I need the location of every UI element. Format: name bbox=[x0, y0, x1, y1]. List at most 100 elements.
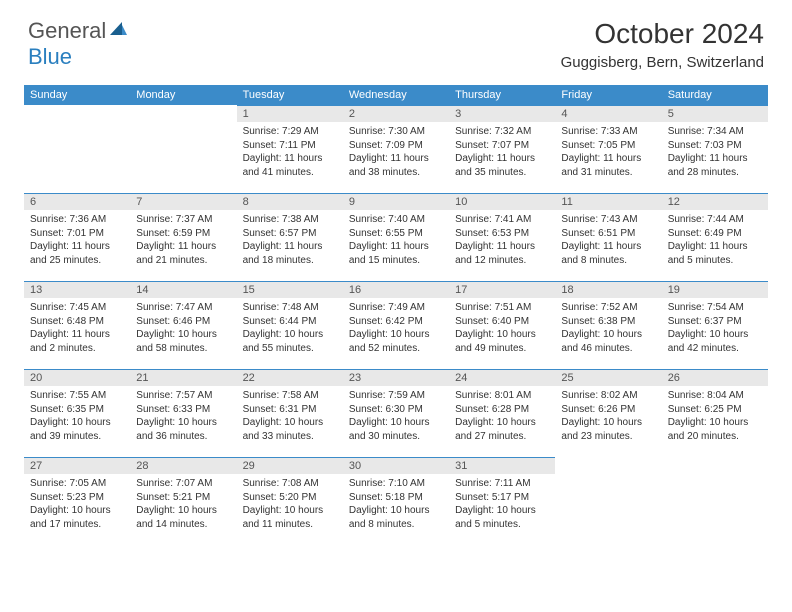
day-number: 31 bbox=[449, 457, 555, 474]
calendar-table: SundayMondayTuesdayWednesdayThursdayFrid… bbox=[24, 85, 768, 545]
day-number: 28 bbox=[130, 457, 236, 474]
sunset-text: Sunset: 6:30 PM bbox=[349, 403, 443, 417]
calendar-day-cell: 28Sunrise: 7:07 AMSunset: 5:21 PMDayligh… bbox=[130, 457, 236, 545]
sunset-text: Sunset: 5:20 PM bbox=[243, 491, 337, 505]
sunrise-text: Sunrise: 7:11 AM bbox=[455, 477, 549, 491]
daylight-text-2: and 42 minutes. bbox=[668, 342, 762, 356]
calendar-day-cell: 14Sunrise: 7:47 AMSunset: 6:46 PMDayligh… bbox=[130, 281, 236, 369]
sunset-text: Sunset: 6:49 PM bbox=[668, 227, 762, 241]
calendar-week-row: 13Sunrise: 7:45 AMSunset: 6:48 PMDayligh… bbox=[24, 281, 768, 369]
sunset-text: Sunset: 5:18 PM bbox=[349, 491, 443, 505]
daylight-text-2: and 8 minutes. bbox=[349, 518, 443, 532]
calendar-day-cell: 19Sunrise: 7:54 AMSunset: 6:37 PMDayligh… bbox=[662, 281, 768, 369]
daylight-text-1: Daylight: 10 hours bbox=[455, 416, 549, 430]
daylight-text-1: Daylight: 10 hours bbox=[668, 328, 762, 342]
day-number: 15 bbox=[237, 281, 343, 298]
calendar-day-cell: 11Sunrise: 7:43 AMSunset: 6:51 PMDayligh… bbox=[555, 193, 661, 281]
calendar-day-cell: 5Sunrise: 7:34 AMSunset: 7:03 PMDaylight… bbox=[662, 105, 768, 193]
calendar-day-cell: .. bbox=[130, 105, 236, 193]
daylight-text-2: and 49 minutes. bbox=[455, 342, 549, 356]
sunrise-text: Sunrise: 7:30 AM bbox=[349, 125, 443, 139]
sunrise-text: Sunrise: 7:41 AM bbox=[455, 213, 549, 227]
day-content: Sunrise: 7:32 AMSunset: 7:07 PMDaylight:… bbox=[449, 122, 555, 183]
sunset-text: Sunset: 6:59 PM bbox=[136, 227, 230, 241]
day-content: Sunrise: 7:58 AMSunset: 6:31 PMDaylight:… bbox=[237, 386, 343, 447]
sunset-text: Sunset: 6:26 PM bbox=[561, 403, 655, 417]
sunset-text: Sunset: 6:35 PM bbox=[30, 403, 124, 417]
sunrise-text: Sunrise: 7:51 AM bbox=[455, 301, 549, 315]
daylight-text-2: and 8 minutes. bbox=[561, 254, 655, 268]
day-number: 17 bbox=[449, 281, 555, 298]
daylight-text-1: Daylight: 11 hours bbox=[243, 240, 337, 254]
daylight-text-2: and 27 minutes. bbox=[455, 430, 549, 444]
calendar-day-cell: 4Sunrise: 7:33 AMSunset: 7:05 PMDaylight… bbox=[555, 105, 661, 193]
calendar-day-cell: 13Sunrise: 7:45 AMSunset: 6:48 PMDayligh… bbox=[24, 281, 130, 369]
calendar-day-cell: 18Sunrise: 7:52 AMSunset: 6:38 PMDayligh… bbox=[555, 281, 661, 369]
sunset-text: Sunset: 6:44 PM bbox=[243, 315, 337, 329]
day-content: Sunrise: 7:45 AMSunset: 6:48 PMDaylight:… bbox=[24, 298, 130, 359]
daylight-text-1: Daylight: 10 hours bbox=[243, 504, 337, 518]
daylight-text-1: Daylight: 11 hours bbox=[30, 328, 124, 342]
calendar-week-row: 27Sunrise: 7:05 AMSunset: 5:23 PMDayligh… bbox=[24, 457, 768, 545]
weekday-header: Tuesday bbox=[237, 85, 343, 105]
daylight-text-2: and 5 minutes. bbox=[455, 518, 549, 532]
day-number: 24 bbox=[449, 369, 555, 386]
daylight-text-2: and 38 minutes. bbox=[349, 166, 443, 180]
day-number: 5 bbox=[662, 105, 768, 122]
day-number: 23 bbox=[343, 369, 449, 386]
day-number: 29 bbox=[237, 457, 343, 474]
logo: General bbox=[28, 18, 129, 44]
day-content: Sunrise: 7:33 AMSunset: 7:05 PMDaylight:… bbox=[555, 122, 661, 183]
day-content: Sunrise: 7:59 AMSunset: 6:30 PMDaylight:… bbox=[343, 386, 449, 447]
day-number: 18 bbox=[555, 281, 661, 298]
sunrise-text: Sunrise: 7:08 AM bbox=[243, 477, 337, 491]
daylight-text-2: and 15 minutes. bbox=[349, 254, 443, 268]
day-number: 2 bbox=[343, 105, 449, 122]
daylight-text-2: and 52 minutes. bbox=[349, 342, 443, 356]
calendar-day-cell: .. bbox=[662, 457, 768, 545]
sunset-text: Sunset: 6:33 PM bbox=[136, 403, 230, 417]
day-content: Sunrise: 7:43 AMSunset: 6:51 PMDaylight:… bbox=[555, 210, 661, 271]
daylight-text-2: and 23 minutes. bbox=[561, 430, 655, 444]
sunset-text: Sunset: 6:53 PM bbox=[455, 227, 549, 241]
weekday-header: Thursday bbox=[449, 85, 555, 105]
day-content: Sunrise: 7:07 AMSunset: 5:21 PMDaylight:… bbox=[130, 474, 236, 535]
daylight-text-2: and 21 minutes. bbox=[136, 254, 230, 268]
sunset-text: Sunset: 7:11 PM bbox=[243, 139, 337, 153]
day-number: 26 bbox=[662, 369, 768, 386]
sunrise-text: Sunrise: 7:59 AM bbox=[349, 389, 443, 403]
calendar-day-cell: 20Sunrise: 7:55 AMSunset: 6:35 PMDayligh… bbox=[24, 369, 130, 457]
sunrise-text: Sunrise: 7:48 AM bbox=[243, 301, 337, 315]
day-content: Sunrise: 7:54 AMSunset: 6:37 PMDaylight:… bbox=[662, 298, 768, 359]
day-content: Sunrise: 7:55 AMSunset: 6:35 PMDaylight:… bbox=[24, 386, 130, 447]
calendar-day-cell: 22Sunrise: 7:58 AMSunset: 6:31 PMDayligh… bbox=[237, 369, 343, 457]
daylight-text-2: and 58 minutes. bbox=[136, 342, 230, 356]
calendar-day-cell: 25Sunrise: 8:02 AMSunset: 6:26 PMDayligh… bbox=[555, 369, 661, 457]
calendar-day-cell: 6Sunrise: 7:36 AMSunset: 7:01 PMDaylight… bbox=[24, 193, 130, 281]
day-number: 9 bbox=[343, 193, 449, 210]
calendar-week-row: 20Sunrise: 7:55 AMSunset: 6:35 PMDayligh… bbox=[24, 369, 768, 457]
day-number: 21 bbox=[130, 369, 236, 386]
daylight-text-1: Daylight: 11 hours bbox=[136, 240, 230, 254]
daylight-text-1: Daylight: 11 hours bbox=[349, 152, 443, 166]
day-content: Sunrise: 7:34 AMSunset: 7:03 PMDaylight:… bbox=[662, 122, 768, 183]
daylight-text-2: and 28 minutes. bbox=[668, 166, 762, 180]
daylight-text-1: Daylight: 10 hours bbox=[668, 416, 762, 430]
day-content: Sunrise: 7:41 AMSunset: 6:53 PMDaylight:… bbox=[449, 210, 555, 271]
daylight-text-1: Daylight: 11 hours bbox=[349, 240, 443, 254]
daylight-text-1: Daylight: 11 hours bbox=[561, 240, 655, 254]
sunset-text: Sunset: 6:38 PM bbox=[561, 315, 655, 329]
calendar-day-cell: .. bbox=[24, 105, 130, 193]
daylight-text-1: Daylight: 11 hours bbox=[455, 152, 549, 166]
calendar-day-cell: 31Sunrise: 7:11 AMSunset: 5:17 PMDayligh… bbox=[449, 457, 555, 545]
daylight-text-1: Daylight: 10 hours bbox=[455, 328, 549, 342]
sunset-text: Sunset: 6:51 PM bbox=[561, 227, 655, 241]
location: Guggisberg, Bern, Switzerland bbox=[561, 54, 764, 71]
daylight-text-1: Daylight: 10 hours bbox=[136, 504, 230, 518]
calendar-day-cell: 26Sunrise: 8:04 AMSunset: 6:25 PMDayligh… bbox=[662, 369, 768, 457]
daylight-text-1: Daylight: 11 hours bbox=[455, 240, 549, 254]
weekday-header: Wednesday bbox=[343, 85, 449, 105]
day-content: Sunrise: 8:01 AMSunset: 6:28 PMDaylight:… bbox=[449, 386, 555, 447]
sunset-text: Sunset: 5:23 PM bbox=[30, 491, 124, 505]
day-content: Sunrise: 7:05 AMSunset: 5:23 PMDaylight:… bbox=[24, 474, 130, 535]
